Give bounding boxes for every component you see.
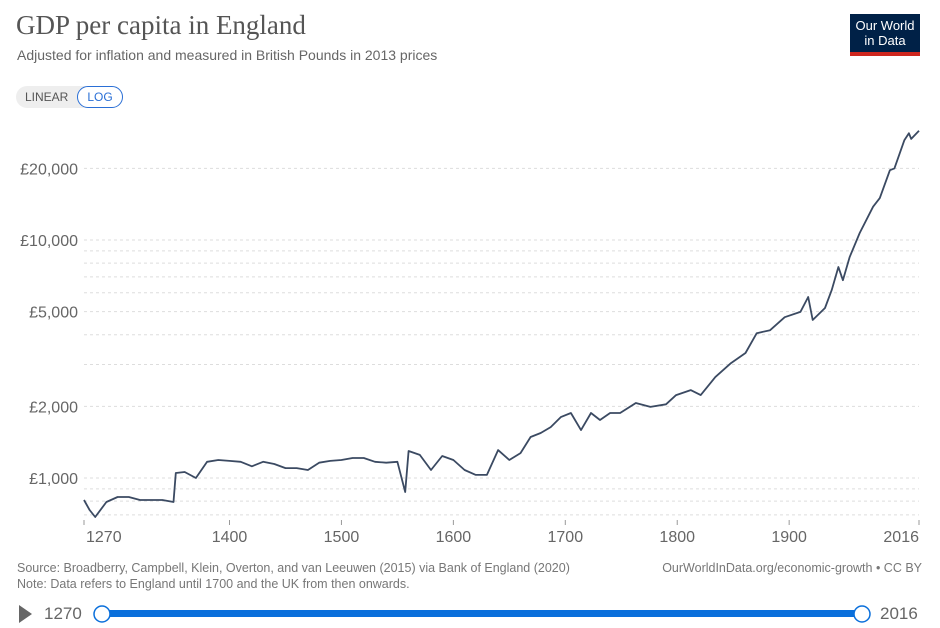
x-tick-label: 2016 bbox=[883, 529, 919, 546]
linear-button[interactable]: LINEAR bbox=[25, 90, 69, 104]
chart-title: GDP per capita in England bbox=[16, 10, 306, 40]
scale-toggle[interactable]: LINEAR LOG bbox=[16, 86, 123, 108]
x-tick-label: 1800 bbox=[659, 529, 695, 546]
chart-subtitle: Adjusted for inflation and measured in B… bbox=[17, 47, 438, 63]
x-tick-label: 1900 bbox=[771, 529, 807, 546]
y-tick-label: £5,000 bbox=[29, 305, 78, 322]
source-note: Source: Broadberry, Campbell, Klein, Ove… bbox=[17, 561, 570, 575]
gdp-series-line bbox=[83, 130, 920, 518]
timeline-end-label: 2016 bbox=[880, 604, 918, 623]
y-tick-label: £10,000 bbox=[20, 233, 78, 250]
y-tick-label: £2,000 bbox=[29, 399, 78, 416]
x-tick-label: 1500 bbox=[324, 529, 360, 546]
x-tick-label: 1700 bbox=[548, 529, 584, 546]
x-tick-label: 1270 bbox=[86, 529, 122, 546]
y-tick-label: £1,000 bbox=[29, 471, 78, 488]
x-tick-label: 1600 bbox=[436, 529, 472, 546]
y-tick-label: £20,000 bbox=[20, 161, 78, 178]
data-note: Note: Data refers to England until 1700 … bbox=[17, 577, 410, 591]
source-link[interactable]: OurWorldInData.org/economic-growth • CC … bbox=[662, 561, 922, 575]
timeline-start-label: 1270 bbox=[44, 604, 82, 623]
x-tick-label: 1400 bbox=[212, 529, 248, 546]
owid-logo[interactable]: Our World in Data bbox=[850, 14, 920, 56]
log-button[interactable]: LOG bbox=[77, 86, 123, 108]
